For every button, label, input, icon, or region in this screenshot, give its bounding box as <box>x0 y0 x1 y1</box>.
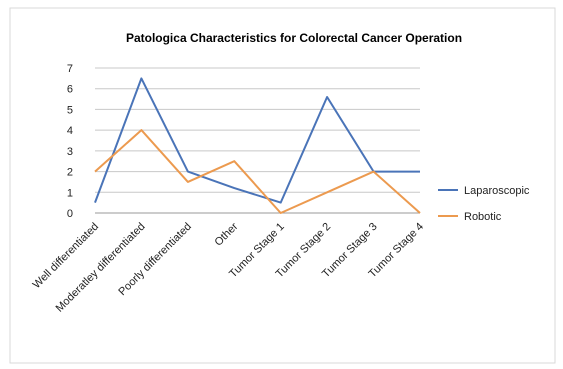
y-axis: 0 1 2 3 4 5 6 7 <box>67 63 73 220</box>
y-tick-label: 4 <box>67 125 73 137</box>
y-tick-label: 2 <box>67 167 73 179</box>
y-tick-label: 7 <box>67 63 73 75</box>
y-tick-label: 5 <box>67 104 73 116</box>
legend-label: Robotic <box>464 211 502 223</box>
y-tick-label: 1 <box>67 187 73 199</box>
legend-label: Laparoscopic <box>464 185 530 197</box>
y-tick-label: 6 <box>67 84 73 96</box>
series-line-laparoscopic <box>94 77 420 204</box>
y-tick-label: 3 <box>67 146 73 158</box>
gridlines <box>95 67 420 214</box>
chart-title: Patologica Characteristics for Colorecta… <box>126 31 462 45</box>
series-line-robotic <box>94 129 421 214</box>
series-lines <box>94 77 421 214</box>
y-tick-label: 0 <box>67 208 73 220</box>
legend: Laparoscopic Robotic <box>438 185 530 223</box>
